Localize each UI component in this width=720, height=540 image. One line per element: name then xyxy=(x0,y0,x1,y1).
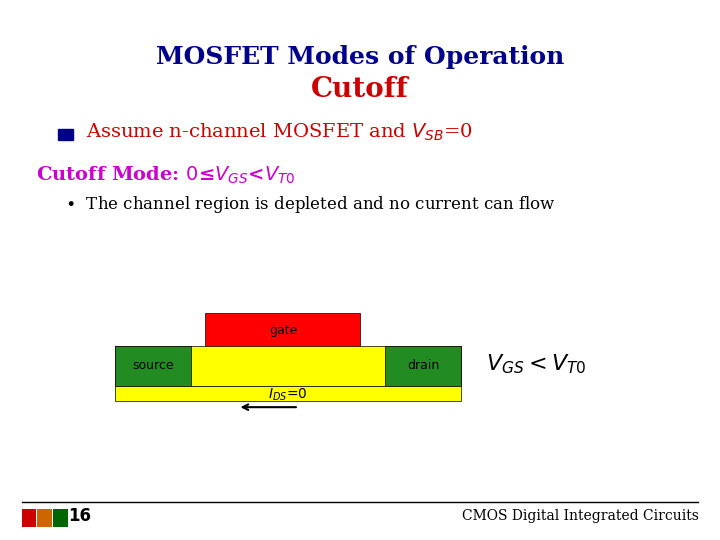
Text: Cutoff: Cutoff xyxy=(311,76,409,103)
Bar xyxy=(53,509,68,526)
Bar xyxy=(37,509,52,526)
Text: Cutoff Mode: $\it{0}$≤$\it{V}_{GS}$<$\it{V}_{T0}$: Cutoff Mode: $\it{0}$≤$\it{V}_{GS}$<$\it… xyxy=(36,165,295,186)
Bar xyxy=(115,346,191,386)
Text: $\it{I}_{DS}$=0: $\it{I}_{DS}$=0 xyxy=(269,387,307,403)
Bar xyxy=(115,346,461,386)
Bar xyxy=(22,509,36,526)
Text: CMOS Digital Integrated Circuits: CMOS Digital Integrated Circuits xyxy=(462,509,698,523)
Text: $\mathit{V}_{GS} < \mathit{V}_{T0}$: $\mathit{V}_{GS} < \mathit{V}_{T0}$ xyxy=(486,353,587,376)
Text: 16: 16 xyxy=(68,507,91,525)
Text: MOSFET Modes of Operation: MOSFET Modes of Operation xyxy=(156,45,564,69)
Bar xyxy=(385,346,461,386)
Text: source: source xyxy=(132,359,174,372)
Bar xyxy=(205,313,360,348)
Bar xyxy=(58,129,73,140)
Text: Assume n-channel MOSFET and $\it{V}_{SB}$=0: Assume n-channel MOSFET and $\it{V}_{SB}… xyxy=(86,122,473,143)
Text: $\bullet$  The channel region is depleted and no current can flow: $\bullet$ The channel region is depleted… xyxy=(65,194,556,214)
Text: gate: gate xyxy=(269,324,297,337)
Bar xyxy=(115,386,461,401)
Text: drain: drain xyxy=(408,359,439,372)
